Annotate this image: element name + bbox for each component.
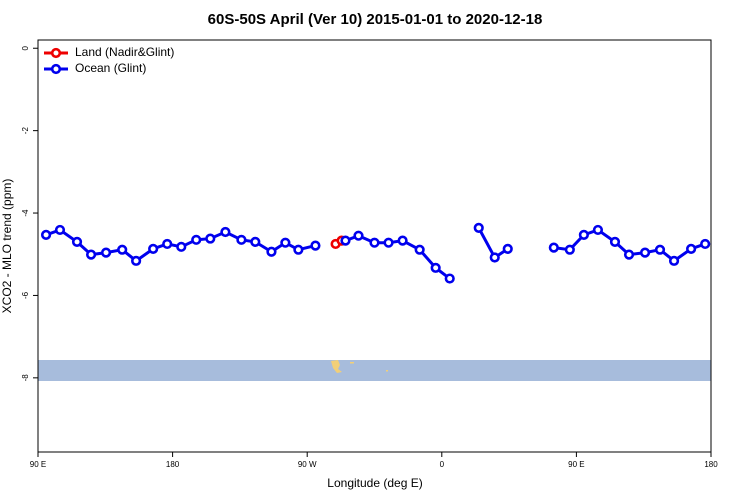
- data-point: [639, 247, 651, 258]
- data-point: [700, 238, 711, 250]
- data-point: [340, 235, 351, 246]
- plot-frame: [37, 39, 712, 453]
- data-point: [414, 244, 425, 255]
- data-point: [310, 240, 321, 251]
- x-tick-label: 90 W: [298, 460, 317, 469]
- data-point: [205, 233, 216, 244]
- data-point: [654, 244, 666, 255]
- data-point: [71, 236, 83, 247]
- legend-label: Ocean (Glint): [75, 61, 146, 75]
- data-point: [383, 237, 394, 248]
- data-point: [162, 238, 173, 250]
- y-tick-label: -8: [21, 374, 30, 382]
- x-tick-label: 90 E: [568, 460, 584, 469]
- land-patch: [331, 360, 342, 373]
- legend-marker: [50, 47, 62, 59]
- data-point: [548, 242, 559, 253]
- data-point: [250, 236, 261, 247]
- y-axis-label: XCO2 - MLO trend (ppm): [0, 179, 14, 314]
- data-point: [191, 234, 202, 245]
- data-point: [668, 255, 680, 266]
- data-point: [85, 249, 97, 260]
- x-tick-label: 180: [704, 460, 718, 469]
- data-point: [564, 244, 575, 255]
- data-point: [280, 237, 291, 248]
- data-point: [686, 243, 697, 254]
- data-point: [54, 224, 66, 236]
- x-tick-label: 180: [166, 460, 180, 469]
- x-axis-label: Longitude (deg E): [327, 476, 422, 490]
- data-point: [220, 226, 231, 238]
- series-line: [45, 227, 706, 280]
- data-point: [369, 237, 380, 248]
- data-point: [444, 273, 455, 284]
- data-point: [609, 236, 621, 247]
- data-point: [176, 241, 187, 252]
- data-point: [578, 229, 589, 240]
- y-tick-label: 0: [21, 45, 30, 50]
- data-point: [266, 246, 277, 257]
- y-tick-label: -4: [21, 209, 30, 217]
- ocean-strip: [38, 360, 711, 381]
- y-tick-label: -2: [21, 127, 30, 135]
- data-point: [293, 244, 304, 255]
- data-point: [473, 222, 484, 233]
- data-point: [353, 230, 364, 241]
- data-point: [131, 255, 142, 266]
- data-point: [489, 252, 500, 263]
- data-point: [623, 249, 635, 260]
- data-point: [430, 262, 441, 273]
- legend-marker: [50, 63, 62, 75]
- data-point: [236, 234, 247, 245]
- data-point: [592, 224, 604, 236]
- data-point: [148, 243, 159, 254]
- data-point: [502, 243, 513, 254]
- land-patch: [386, 370, 388, 372]
- y-tick-label: -6: [21, 291, 30, 299]
- data-point: [117, 244, 128, 255]
- legend-label: Land (Nadir&Glint): [75, 45, 174, 59]
- x-tick-label: 0: [440, 460, 445, 469]
- map-strip: [38, 360, 711, 381]
- data-point: [397, 235, 408, 246]
- data-point: [100, 247, 112, 258]
- land-patch: [350, 362, 354, 364]
- data-point: [40, 229, 52, 240]
- chart-title: 60S-50S April (Ver 10) 2015-01-01 to 202…: [208, 11, 543, 28]
- x-tick-label: 90 E: [30, 460, 46, 469]
